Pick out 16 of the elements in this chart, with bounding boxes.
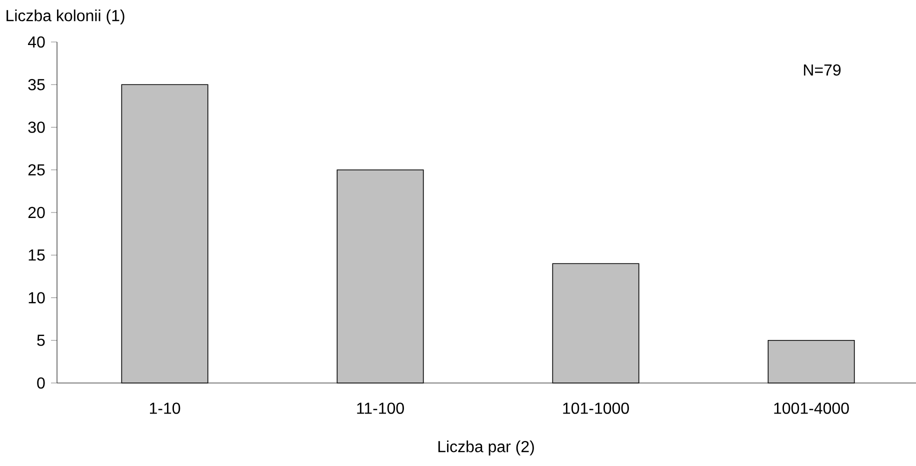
- x-tick-label: 1001-4000: [774, 402, 849, 414]
- y-tick-label: 35: [28, 78, 45, 90]
- y-tick-label: 0: [37, 377, 45, 389]
- x-axis-title: Liczba par (2): [438, 440, 534, 456]
- annotation: N=79: [804, 64, 841, 76]
- y-tick-label: 10: [28, 292, 45, 304]
- y-tick-label: 20: [28, 206, 45, 218]
- y-tick-label: 15: [28, 250, 45, 261]
- y-tick-label: 25: [28, 164, 45, 176]
- y-axis-title: Liczba kolonii (1): [6, 10, 124, 24]
- x-tick-label: 101-1000: [563, 402, 629, 414]
- x-tick-label: 1-10: [150, 402, 180, 414]
- y-tick-label: 30: [28, 122, 45, 133]
- y-tick-label: 5: [37, 334, 45, 346]
- x-tick-label: 11-100: [357, 402, 404, 414]
- y-tick-label: 40: [28, 36, 45, 48]
